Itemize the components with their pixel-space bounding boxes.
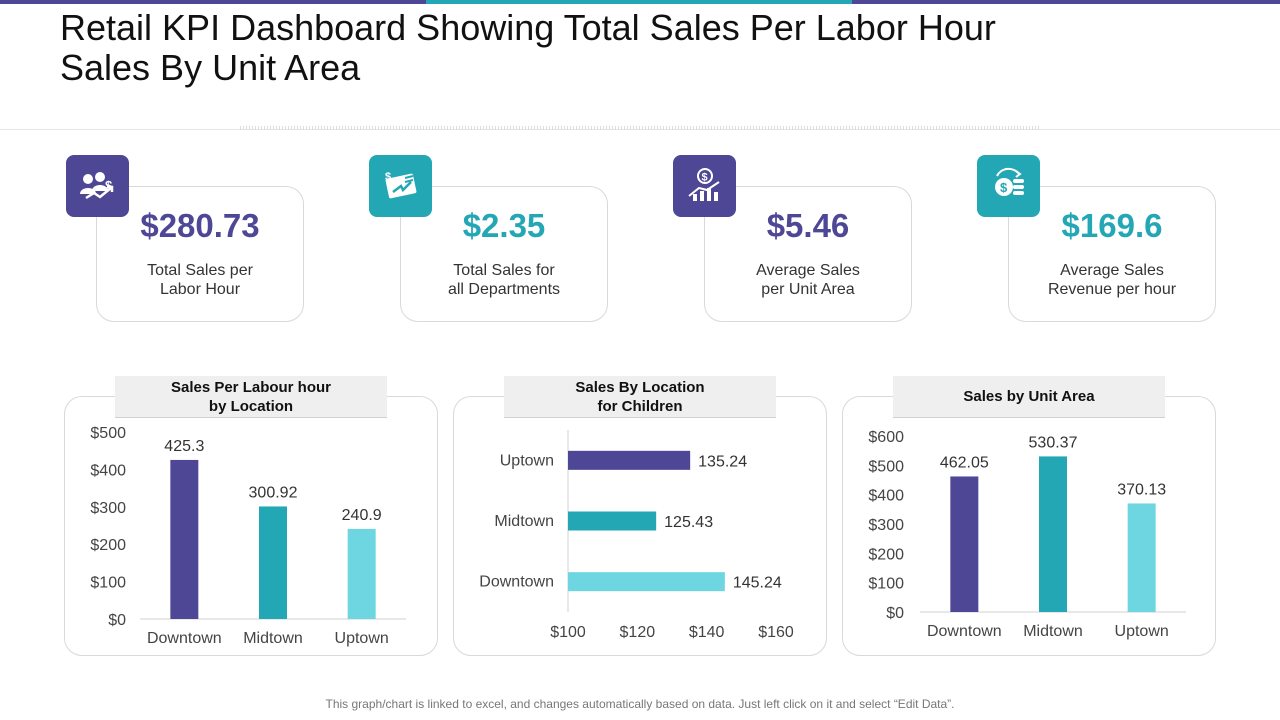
kpi-label: Average Sales per Unit Area — [756, 262, 860, 298]
kpi-value: $5.46 — [766, 207, 850, 244]
kpi-card-total-sales-departments: $2.35 Total Sales for all Departments — [400, 186, 608, 322]
footer-note: This graph/chart is linked to excel, and… — [325, 697, 955, 711]
title-divider-texture — [240, 126, 1040, 130]
chart-card-unit-area — [842, 396, 1216, 656]
svg-text:$: $ — [385, 171, 391, 183]
kpi-card-average-sales-unit-area: $5.46 Average Sales per Unit Area — [704, 186, 912, 322]
svg-text:$: $ — [701, 172, 707, 184]
kpi-label: Average Sales Revenue per hour — [1047, 262, 1177, 298]
svg-text:$: $ — [105, 178, 113, 193]
kpi-value: $280.73 — [140, 207, 260, 244]
chart-title-children: Sales By Location for Children — [504, 376, 776, 418]
page-title: Retail KPI Dashboard Showing Total Sales… — [60, 7, 996, 88]
top-accent-bar-2 — [426, 0, 852, 4]
kpi-label: Total Sales per Labor Hour — [147, 262, 253, 298]
chart-card-children — [453, 396, 827, 656]
chart-title-unit-area: Sales by Unit Area — [893, 376, 1165, 418]
chart-title-labour-hour: Sales Per Labour hour by Location — [115, 376, 387, 418]
top-accent-bar-3 — [852, 0, 1280, 4]
kpi-card-sales-per-labor-hour: $280.73 Total Sales per Labor Hour — [96, 186, 304, 322]
top-accent-bar-1 — [0, 0, 426, 4]
svg-text:$: $ — [1000, 180, 1008, 195]
kpi-label: Total Sales for all Departments — [447, 262, 561, 298]
kpi-value: $169.6 — [1061, 207, 1163, 244]
kpi-card-average-sales-revenue-hour: $169.6 Average Sales Revenue per hour — [1008, 186, 1216, 322]
kpi-value: $2.35 — [462, 207, 546, 244]
growth-dollar-icon: $ — [673, 155, 736, 217]
coins-refresh-icon: $ — [977, 155, 1040, 217]
money-ticket-icon: $ — [369, 155, 432, 217]
people-money-icon: $ — [66, 155, 129, 217]
chart-card-labour-hour — [64, 396, 438, 656]
